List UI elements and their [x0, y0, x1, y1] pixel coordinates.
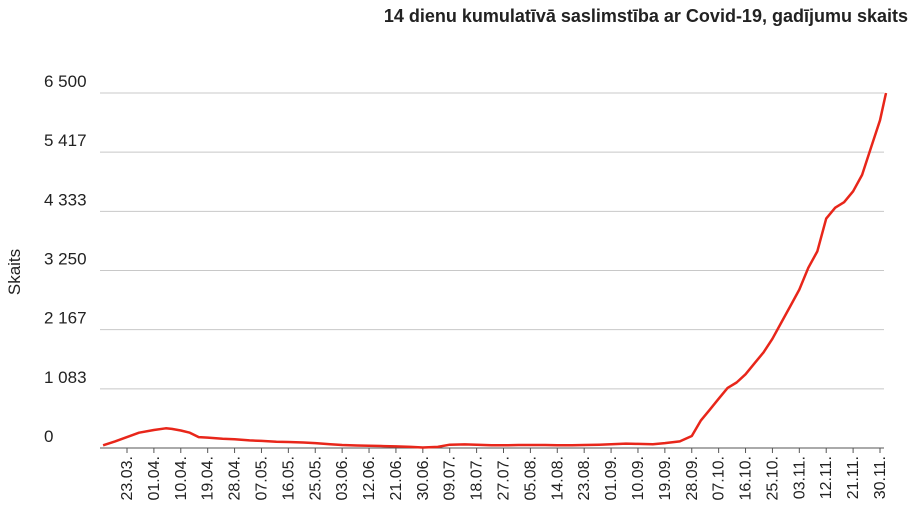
y-tick-label: 4 333 — [44, 190, 87, 209]
x-tick-labels: 23.03. 01.04. 10.04. 19.04. 28.04. 07.05. 16.0… — [119, 448, 889, 500]
x-tick-label: 01.04. — [146, 456, 163, 500]
x-tick-label: 09.07. — [442, 456, 459, 500]
x-tick-label: 21.11. — [845, 456, 862, 499]
x-tick-label: 25.10. — [764, 456, 781, 500]
x-tick-label: 03.11. — [791, 456, 808, 499]
x-tick-label: 14.08. — [549, 456, 566, 500]
grid-layer — [100, 92, 884, 449]
y-axis-label: Skaits — [5, 249, 24, 295]
x-tick-label: 05.08. — [522, 456, 539, 500]
x-tick-label: 10.09. — [630, 456, 647, 500]
x-tick-label: 07.05. — [253, 456, 270, 500]
y-tick-label: 6 500 — [44, 72, 87, 91]
x-tick-label: 03.06. — [334, 456, 351, 500]
x-tick-label: 16.05. — [280, 456, 297, 500]
x-tick-label: 28.04. — [227, 456, 244, 500]
y-tick-label: 2 167 — [44, 309, 87, 328]
x-tick-label: 16.10. — [738, 456, 755, 500]
x-tick-label: 18.07. — [469, 456, 486, 500]
x-tick-label: 10.04. — [173, 456, 190, 500]
x-tick-label: 28.09. — [684, 456, 701, 500]
x-tick-label: 12.11. — [818, 456, 835, 499]
x-tick-label: 07.10. — [711, 456, 728, 500]
y-tick-label: 3 250 — [44, 250, 87, 269]
x-tick-label: 30.06. — [415, 456, 432, 500]
x-tick-label: 25.05. — [307, 456, 324, 500]
x-tick-label: 19.09. — [657, 456, 674, 500]
series-layer — [102, 92, 888, 449]
y-tick-label: 5 417 — [44, 131, 87, 150]
y-tick-label: 1 083 — [44, 368, 87, 387]
chart-title: 14 dienu kumulatīvā saslimstība ar Covid… — [383, 6, 908, 26]
y-tick-label: 0 — [44, 427, 53, 446]
x-tick-label: 19.04. — [200, 456, 217, 500]
x-tick-label: 30.11. — [872, 456, 889, 499]
x-tick-label: 27.07. — [496, 456, 513, 500]
x-tick-label: 12.06. — [361, 456, 378, 500]
x-tick-label: 23.08. — [576, 456, 593, 500]
series-line — [102, 92, 888, 449]
y-tick-labels: 0 1 083 2 167 3 250 4 333 5 417 6 500 — [44, 72, 87, 446]
x-tick-label: 01.09. — [603, 456, 620, 500]
x-tick-label: 23.03. — [119, 456, 136, 500]
x-tick-label: 21.06. — [388, 456, 405, 500]
